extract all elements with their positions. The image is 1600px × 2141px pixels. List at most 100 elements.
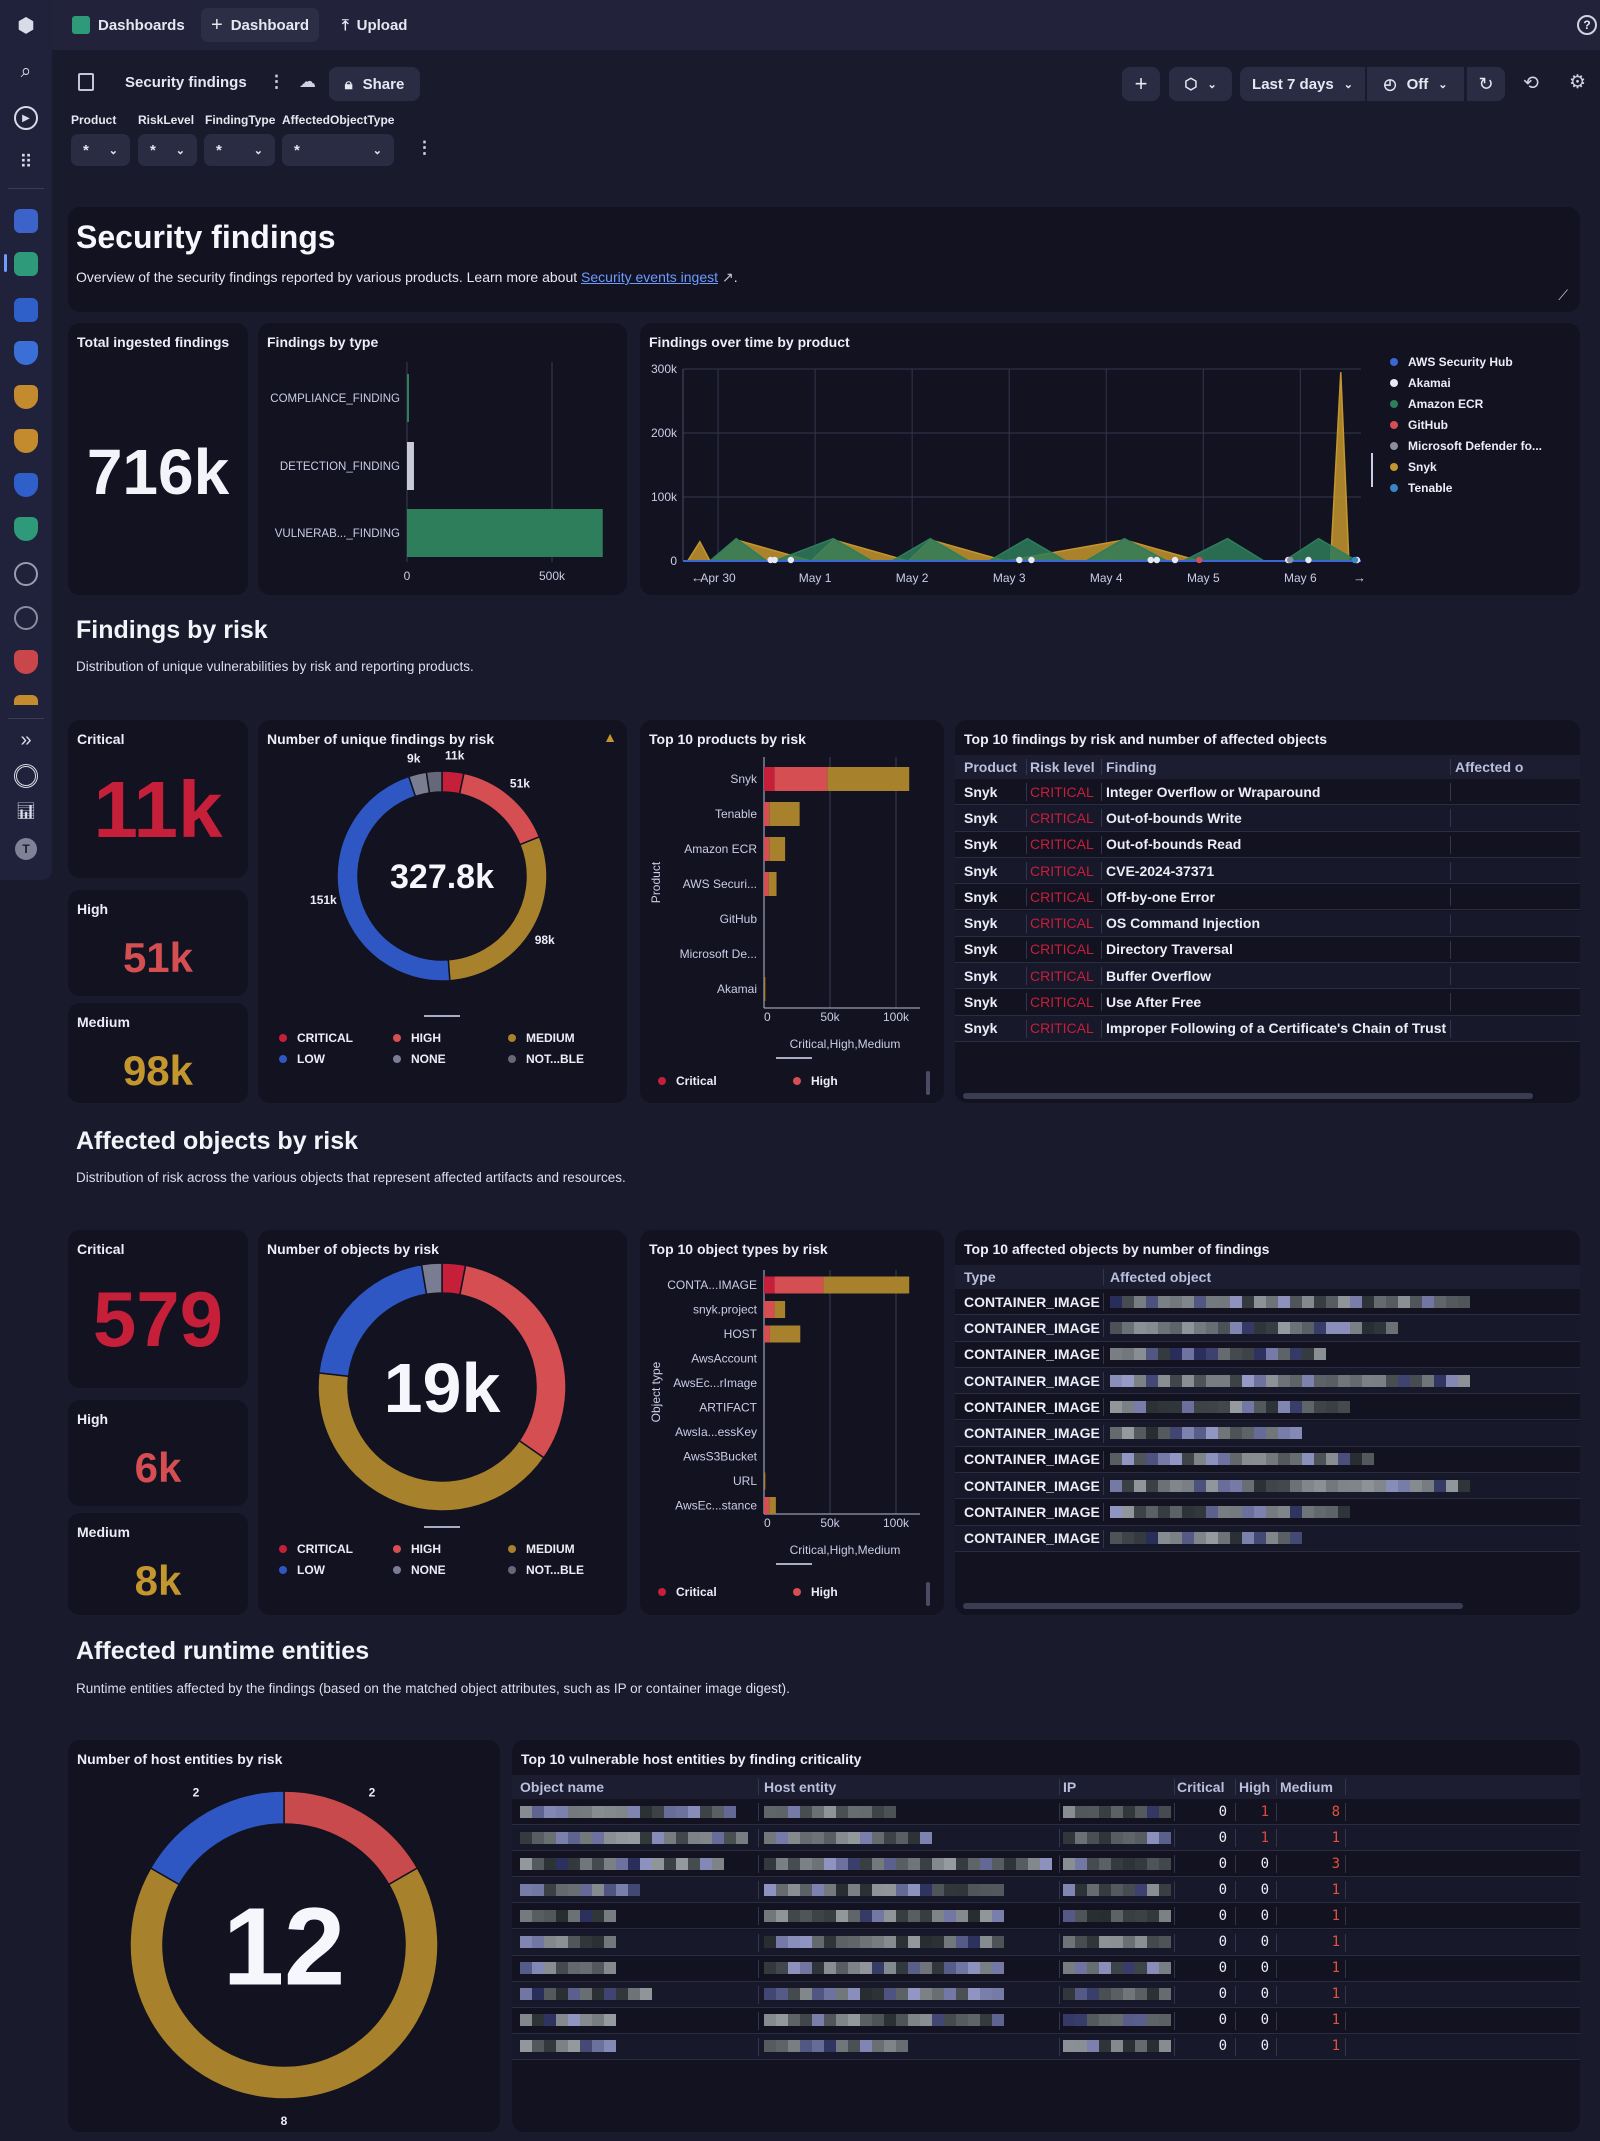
- column-header[interactable]: Host entity: [764, 1779, 837, 1795]
- table-row[interactable]: CONTAINER_IMAGE: [955, 1342, 1580, 1368]
- settings-gear-icon[interactable]: ⚙︎: [1569, 72, 1587, 93]
- auto-refresh-dropdown[interactable]: ◴ Off ⌄: [1367, 67, 1464, 101]
- infrastructure-app-icon[interactable]: [14, 209, 38, 233]
- legend-scrollbar[interactable]: [926, 1582, 930, 1606]
- bar-segment-critical[interactable]: [764, 1276, 775, 1294]
- warning-icon[interactable]: ▲: [603, 729, 617, 745]
- donut-slice-none[interactable]: [420, 1262, 443, 1296]
- column-header[interactable]: Object name: [520, 1779, 605, 1795]
- data-point[interactable]: [1287, 556, 1294, 564]
- more-apps-icon[interactable]: [14, 695, 38, 705]
- data-point[interactable]: [1171, 556, 1179, 564]
- help-icon[interactable]: ?: [1577, 15, 1597, 35]
- expand-chevrons-icon[interactable]: »: [20, 728, 32, 751]
- column-header[interactable]: Critical: [1177, 1779, 1225, 1795]
- table-row[interactable]: Snyk CRITICAL Off-by-one Error: [955, 884, 1580, 911]
- table-row[interactable]: 0 0 1: [512, 2033, 1580, 2060]
- donut-slice-low[interactable]: [149, 1790, 285, 1886]
- donut-slice-high[interactable]: [283, 1790, 419, 1886]
- bar-segment-medium[interactable]: [764, 977, 766, 1001]
- table-row[interactable]: CONTAINER_IMAGE: [955, 1525, 1580, 1552]
- table-row[interactable]: CONTAINER_IMAGE: [955, 1367, 1580, 1395]
- workflows-play-icon[interactable]: ▶: [14, 106, 38, 130]
- table-row[interactable]: CONTAINER_IMAGE: [955, 1447, 1580, 1474]
- timeframe-selector[interactable]: Last 7 days ⌄: [1240, 67, 1365, 101]
- filter-risklevel-select[interactable]: * ⌄: [138, 134, 197, 166]
- table-row[interactable]: CONTAINER_IMAGE: [955, 1315, 1580, 1342]
- series-area-snyk[interactable]: [686, 372, 1350, 563]
- settings-app-icon[interactable]: [14, 606, 38, 630]
- bar-segment-medium[interactable]: [823, 1276, 910, 1294]
- table-row[interactable]: CONTAINER_IMAGE: [955, 1289, 1580, 1316]
- resize-handle-icon[interactable]: ⟋: [1558, 287, 1568, 303]
- data-point[interactable]: [1351, 556, 1359, 564]
- filter-product-select[interactable]: * ⌄: [71, 134, 130, 166]
- table-row[interactable]: CONTAINER_IMAGE: [955, 1473, 1580, 1500]
- table-row[interactable]: Snyk CRITICAL OS Command Injection: [955, 910, 1580, 937]
- dashboards-app-title[interactable]: Dashboards: [62, 10, 195, 40]
- table-row[interactable]: CONTAINER_IMAGE: [955, 1420, 1580, 1447]
- column-divider[interactable]: [1103, 1269, 1104, 1285]
- apps-grid-icon[interactable]: ⠿: [19, 151, 33, 172]
- column-header[interactable]: Affected object: [1110, 1269, 1212, 1285]
- panel-toggle-icon[interactable]: [78, 73, 94, 91]
- bar-segment-medium[interactable]: [769, 1325, 801, 1343]
- column-divider[interactable]: [1059, 1779, 1060, 1795]
- more-options-icon[interactable]: ⋮: [268, 72, 285, 91]
- table-row[interactable]: CONTAINER_IMAGE: [955, 1499, 1580, 1526]
- upload-button[interactable]: ⤒ Upload: [332, 10, 417, 40]
- investigations-app-icon[interactable]: [14, 650, 38, 674]
- table-row[interactable]: Snyk CRITICAL Out-of-bounds Read: [955, 832, 1580, 858]
- table-row[interactable]: Snyk CRITICAL Improper Following of a Cert…: [955, 1015, 1580, 1042]
- user-avatar[interactable]: T: [15, 838, 37, 860]
- column-header[interactable]: Finding: [1106, 759, 1157, 775]
- column-header[interactable]: High: [1239, 1779, 1271, 1795]
- bar[interactable]: [407, 509, 603, 557]
- donut-slice-medium[interactable]: [129, 1866, 439, 2100]
- column-divider[interactable]: [758, 1779, 759, 1795]
- security-posture-icon[interactable]: [14, 473, 38, 497]
- column-header[interactable]: Type: [964, 1269, 996, 1285]
- data-point[interactable]: [1305, 556, 1312, 564]
- column-divider[interactable]: [1345, 1779, 1346, 1795]
- donut-slice-notble[interactable]: [425, 770, 443, 794]
- compliance-app-icon[interactable]: [14, 517, 38, 541]
- table-row[interactable]: Snyk CRITICAL CVE-2024-37371: [955, 857, 1580, 885]
- bar[interactable]: [407, 374, 409, 422]
- table-row[interactable]: 0 0 1: [512, 1877, 1580, 1904]
- column-divider[interactable]: [1235, 1779, 1236, 1795]
- table-row[interactable]: 0 0 1: [512, 1981, 1580, 2008]
- bar[interactable]: [407, 442, 414, 490]
- data-point[interactable]: [1016, 556, 1023, 564]
- table-row[interactable]: Snyk CRITICAL Buffer Overflow: [955, 963, 1580, 990]
- scroll-left-arrow-icon[interactable]: ←: [691, 570, 704, 585]
- column-divider[interactable]: [1276, 1779, 1277, 1795]
- filter-findingtype-select[interactable]: * ⌄: [204, 134, 275, 166]
- bar-segment-high[interactable]: [764, 1497, 770, 1514]
- dashboard-name[interactable]: Security findings: [125, 74, 247, 91]
- data-point[interactable]: [1196, 556, 1203, 564]
- filters-more-icon[interactable]: ⋮: [416, 138, 433, 157]
- table-row[interactable]: Snyk CRITICAL Integer Overflow or Wraparou…: [955, 779, 1580, 806]
- share-button[interactable]: 🔒︎ Share: [329, 67, 420, 101]
- help-lifebuoy-icon[interactable]: [14, 764, 38, 788]
- column-divider[interactable]: [1026, 759, 1027, 775]
- gauge-app-icon[interactable]: [14, 562, 38, 586]
- new-dashboard-button[interactable]: + Dashboard: [201, 8, 320, 42]
- add-tile-button[interactable]: +: [1122, 67, 1160, 101]
- bar-segment-high[interactable]: [764, 1301, 775, 1318]
- refresh-button[interactable]: ↻: [1467, 67, 1505, 101]
- data-point[interactable]: [1147, 556, 1154, 564]
- bar-segment-high[interactable]: [774, 1276, 824, 1294]
- bar-segment-high[interactable]: [764, 802, 770, 826]
- table-row[interactable]: Snyk CRITICAL Out-of-bounds Write: [955, 805, 1580, 832]
- segments-dropdown[interactable]: ⬡ ⌄: [1169, 67, 1232, 101]
- bar-segment-critical[interactable]: [764, 767, 775, 791]
- history-icon[interactable]: ⟲: [1523, 73, 1539, 94]
- data-point[interactable]: [787, 556, 795, 564]
- table-row[interactable]: Snyk CRITICAL Use After Free: [955, 989, 1580, 1016]
- bar-segment-medium[interactable]: [768, 872, 777, 896]
- vulnerabilities-app-icon[interactable]: [14, 385, 38, 409]
- security-events-ingest-link[interactable]: Security events ingest: [581, 269, 719, 285]
- data-point[interactable]: [771, 556, 778, 564]
